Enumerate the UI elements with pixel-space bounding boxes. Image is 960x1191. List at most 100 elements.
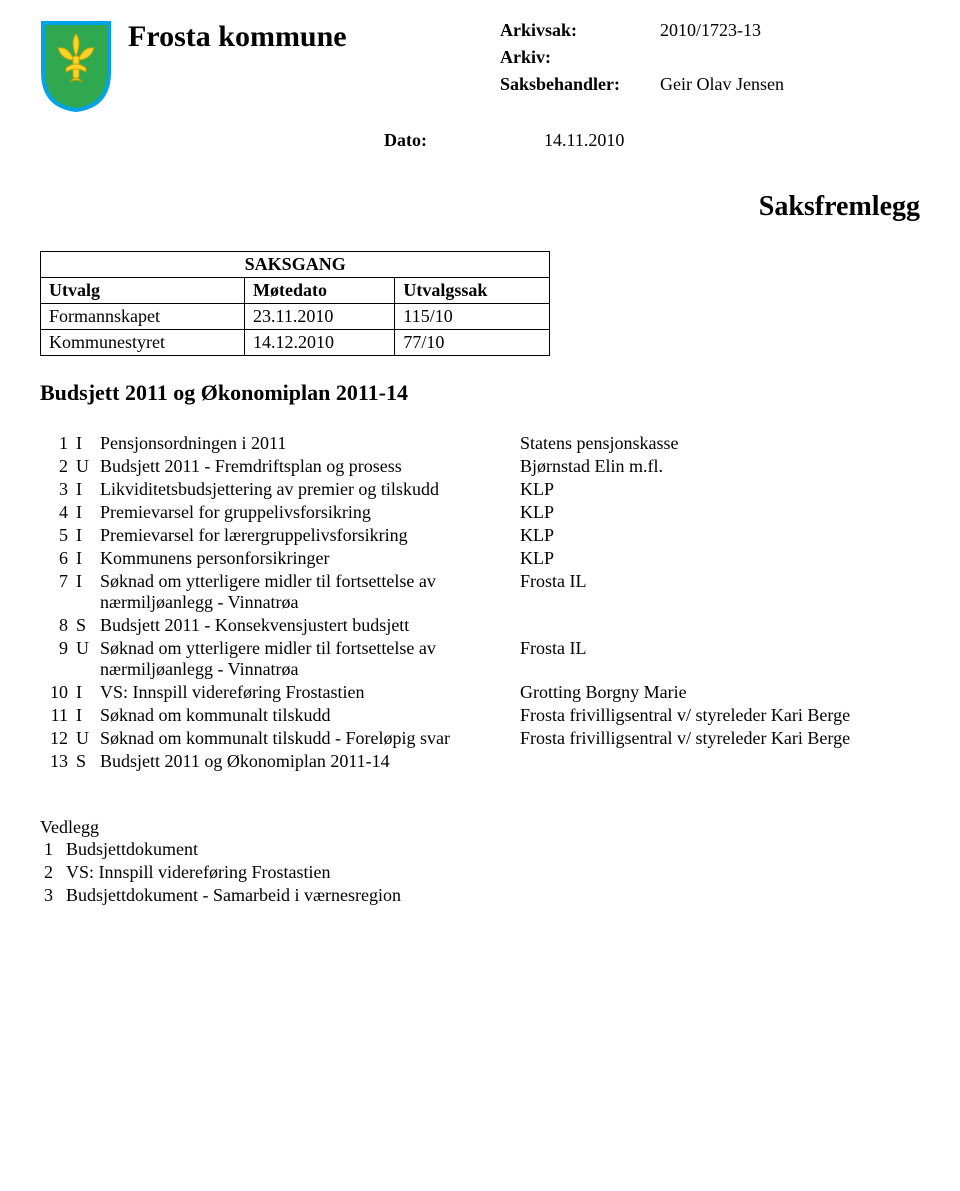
- cell-utvalg: Kommunestyret: [41, 330, 245, 356]
- attach-from: Frosta frivilligsentral v/ styreleder Ka…: [516, 727, 920, 750]
- attach-title: Budsjett 2011 - Fremdriftsplan og proses…: [96, 455, 516, 478]
- attach-kind: I: [72, 478, 96, 501]
- attach-num: 13: [40, 750, 72, 773]
- vedlegg-title: Budsjettdokument: [62, 838, 405, 861]
- attachment-row: 4IPremievarsel for gruppelivsforsikringK…: [40, 501, 920, 524]
- attach-num: 3: [40, 478, 72, 501]
- arkiv-value: [660, 47, 920, 68]
- attach-kind: I: [72, 501, 96, 524]
- col-utvalg: Utvalg: [41, 278, 245, 304]
- attachment-row: 3ILikviditetsbudsjettering av premier og…: [40, 478, 920, 501]
- arkivsak-value: 2010/1723-13: [660, 20, 920, 41]
- attach-from: KLP: [516, 501, 920, 524]
- saksgang-table: SAKSGANG Utvalg Møtedato Utvalgssak Form…: [40, 251, 550, 356]
- attachment-row: 12USøknad om kommunalt tilskudd - Forelø…: [40, 727, 920, 750]
- vedlegg-row: 3Budsjettdokument - Samarbeid i værnesre…: [40, 884, 405, 907]
- attachment-row: 11ISøknad om kommunalt tilskuddFrosta fr…: [40, 704, 920, 727]
- cell-utvalgssak: 115/10: [395, 304, 550, 330]
- attach-kind: I: [72, 432, 96, 455]
- attachment-row: 5IPremievarsel for lærergruppelivsforsik…: [40, 524, 920, 547]
- arkivsak-label: Arkivsak:: [500, 20, 660, 41]
- saksfremlegg-heading: Saksfremlegg: [40, 191, 920, 223]
- attach-from: Frosta IL: [516, 570, 920, 614]
- attach-title: VS: Innspill videreføring Frostastien: [96, 681, 516, 704]
- attach-from: KLP: [516, 478, 920, 501]
- attach-kind: I: [72, 524, 96, 547]
- attachment-row: 9USøknad om ytterligere midler til forts…: [40, 637, 920, 681]
- attach-title: Premievarsel for gruppelivsforsikring: [96, 501, 516, 524]
- section-title: Budsjett 2011 og Økonomiplan 2011-14: [40, 380, 920, 406]
- attachment-row: 6IKommunens personforsikringerKLP: [40, 547, 920, 570]
- vedlegg-title: Budsjettdokument - Samarbeid i værnesreg…: [62, 884, 405, 907]
- attach-kind: I: [72, 681, 96, 704]
- attach-num: 12: [40, 727, 72, 750]
- cell-motedato: 14.12.2010: [245, 330, 395, 356]
- dato-label: Dato:: [384, 130, 544, 151]
- cell-utvalg: Formannskapet: [41, 304, 245, 330]
- attach-title: Søknad om kommunalt tilskudd: [96, 704, 516, 727]
- date-row: Dato: 14.11.2010: [384, 130, 920, 151]
- table-row: Formannskapet 23.11.2010 115/10: [41, 304, 550, 330]
- attach-num: 5: [40, 524, 72, 547]
- attach-kind: I: [72, 704, 96, 727]
- attachment-row: 8SBudsjett 2011 - Konsekvensjustert buds…: [40, 614, 920, 637]
- attach-from: Grotting Borgny Marie: [516, 681, 920, 704]
- attach-title: Kommunens personforsikringer: [96, 547, 516, 570]
- cell-motedato: 23.11.2010: [245, 304, 395, 330]
- attach-from: Frosta frivilligsentral v/ styreleder Ka…: [516, 704, 920, 727]
- attach-from: [516, 614, 920, 637]
- attach-num: 2: [40, 455, 72, 478]
- attach-title: Budsjett 2011 - Konsekvensjustert budsje…: [96, 614, 516, 637]
- attach-title: Budsjett 2011 og Økonomiplan 2011-14: [96, 750, 516, 773]
- arkiv-label: Arkiv:: [500, 47, 660, 68]
- vedlegg-row: 1Budsjettdokument: [40, 838, 405, 861]
- attachment-row: 7ISøknad om ytterligere midler til forts…: [40, 570, 920, 614]
- attachment-row: 13SBudsjett 2011 og Økonomiplan 2011-14: [40, 750, 920, 773]
- dato-value: 14.11.2010: [544, 130, 920, 151]
- vedlegg-num: 2: [40, 861, 62, 884]
- vedlegg-num: 3: [40, 884, 62, 907]
- attach-num: 7: [40, 570, 72, 614]
- attach-title: Søknad om ytterligere midler til fortset…: [96, 570, 516, 614]
- cell-utvalgssak: 77/10: [395, 330, 550, 356]
- attach-title: Søknad om kommunalt tilskudd - Foreløpig…: [96, 727, 516, 750]
- attach-num: 4: [40, 501, 72, 524]
- coat-of-arms-icon: [40, 20, 112, 112]
- attach-num: 8: [40, 614, 72, 637]
- vedlegg-table: 1Budsjettdokument2VS: Innspill viderefør…: [40, 838, 405, 907]
- document-header: Frosta kommune Arkivsak: 2010/1723-13 Ar…: [40, 20, 920, 112]
- attach-from: Statens pensjonskasse: [516, 432, 920, 455]
- attach-from: KLP: [516, 524, 920, 547]
- attach-from: Bjørnstad Elin m.fl.: [516, 455, 920, 478]
- attach-kind: U: [72, 455, 96, 478]
- vedlegg-row: 2VS: Innspill videreføring Frostastien: [40, 861, 405, 884]
- vedlegg-num: 1: [40, 838, 62, 861]
- attach-title: Søknad om ytterligere midler til fortset…: [96, 637, 516, 681]
- attach-num: 9: [40, 637, 72, 681]
- attachments-table: 1IPensjonsordningen i 2011Statens pensjo…: [40, 432, 920, 773]
- attach-num: 10: [40, 681, 72, 704]
- attach-num: 11: [40, 704, 72, 727]
- col-motedato: Møtedato: [245, 278, 395, 304]
- attach-title: Likviditetsbudsjettering av premier og t…: [96, 478, 516, 501]
- table-row: Kommunestyret 14.12.2010 77/10: [41, 330, 550, 356]
- attach-from: KLP: [516, 547, 920, 570]
- kommune-title: Frosta kommune: [128, 20, 484, 54]
- attach-num: 6: [40, 547, 72, 570]
- attach-kind: S: [72, 614, 96, 637]
- saksbehandler-value: Geir Olav Jensen: [660, 74, 920, 95]
- vedlegg-title: VS: Innspill videreføring Frostastien: [62, 861, 405, 884]
- attach-title: Premievarsel for lærergruppelivsforsikri…: [96, 524, 516, 547]
- attachment-row: 10IVS: Innspill videreføring Frostastien…: [40, 681, 920, 704]
- saksbehandler-label: Saksbehandler:: [500, 74, 660, 95]
- attach-from: Frosta IL: [516, 637, 920, 681]
- attach-kind: I: [72, 570, 96, 614]
- attach-kind: U: [72, 727, 96, 750]
- header-text-block: Frosta kommune: [128, 20, 484, 60]
- attach-kind: I: [72, 547, 96, 570]
- vedlegg-heading: Vedlegg: [40, 817, 920, 838]
- attachment-row: 2UBudsjett 2011 - Fremdriftsplan og pros…: [40, 455, 920, 478]
- attach-kind: S: [72, 750, 96, 773]
- attach-title: Pensjonsordningen i 2011: [96, 432, 516, 455]
- attach-from: [516, 750, 920, 773]
